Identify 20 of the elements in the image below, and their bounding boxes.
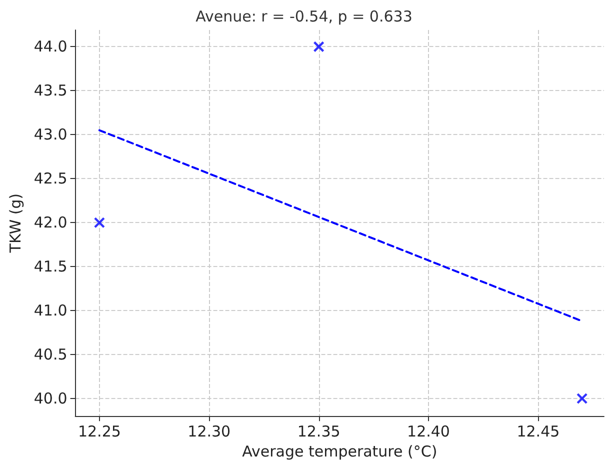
x-tick-label: 12.45 bbox=[516, 422, 560, 441]
y-tick-label: 42.0 bbox=[34, 214, 68, 232]
chart-title: Avenue: r = -0.54, p = 0.633 bbox=[196, 8, 412, 26]
y-tick-label: 41.0 bbox=[34, 302, 68, 320]
point bbox=[313, 41, 324, 52]
point bbox=[576, 392, 588, 404]
x-tick-label: 12.30 bbox=[188, 422, 231, 441]
y-tick-label: 43.5 bbox=[34, 82, 68, 100]
y-tick-label: 40.0 bbox=[34, 390, 68, 408]
y-tick-label: 42.5 bbox=[34, 170, 68, 188]
x-axis-title: Average temperature (°C) bbox=[242, 442, 438, 460]
x-tick-label: 12.40 bbox=[407, 422, 450, 441]
point bbox=[94, 217, 106, 228]
y-axis-title: TKW (g) bbox=[6, 193, 24, 254]
y-tick-label: 40.5 bbox=[34, 346, 68, 364]
y-tick-label: 44.0 bbox=[34, 38, 68, 56]
x-tick-label: 12.25 bbox=[78, 422, 121, 441]
x-tick-label: 12.35 bbox=[297, 422, 340, 441]
y-tick-label: 41.5 bbox=[34, 258, 68, 276]
y-tick-label: 43.0 bbox=[34, 126, 68, 144]
